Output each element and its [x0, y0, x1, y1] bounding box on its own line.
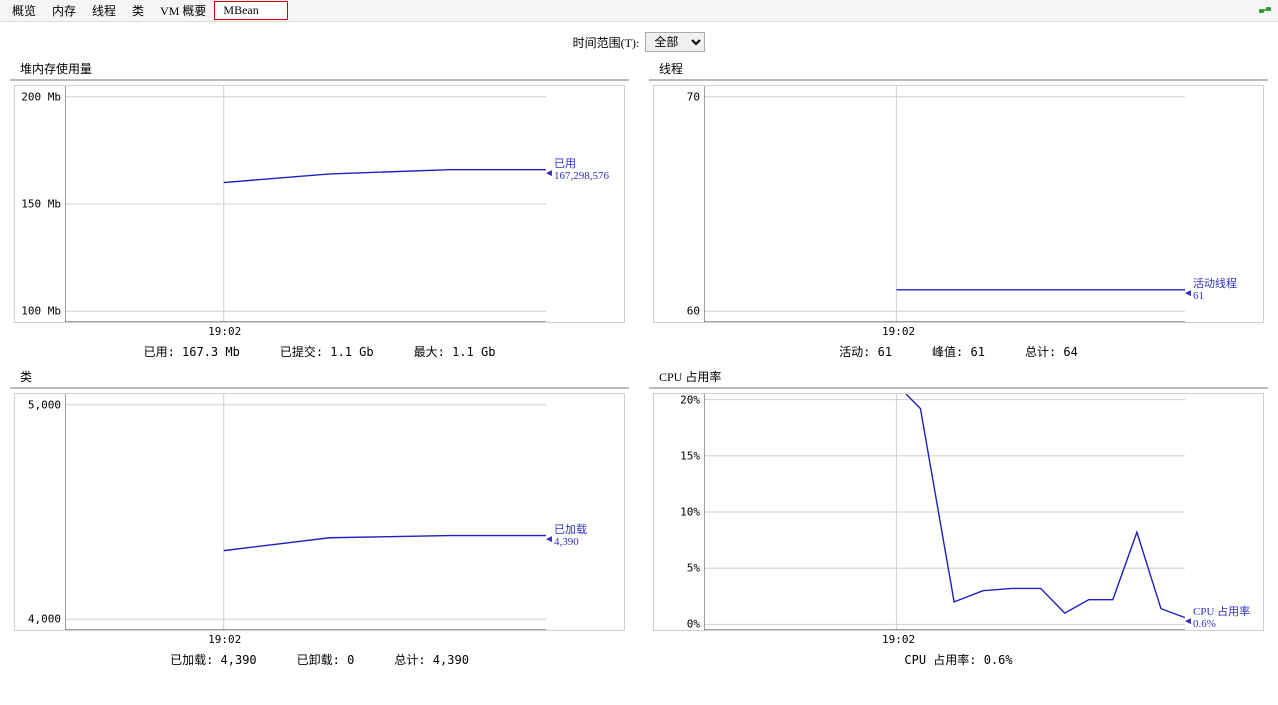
- y-tick: 150 Mb: [21, 198, 65, 211]
- classes-chart: 4,000 5,000 已加载4,390◄: [14, 393, 625, 631]
- classes-stats: 已加载: 4,390 已卸载: 0 总计: 4,390: [6, 645, 633, 670]
- y-tick: 70: [687, 90, 704, 103]
- y-tick: 5%: [687, 562, 704, 575]
- heap-panel: 堆内存使用量 100 Mb150 Mb200 Mb已用167,298,576◄ …: [6, 58, 633, 362]
- stat-item: 峰值: 61: [932, 343, 985, 360]
- stat-item: 已提交: 1.1 Gb: [280, 343, 374, 360]
- y-tick: 4,000: [28, 613, 65, 626]
- cpu-title: CPU 占用率: [645, 366, 1272, 387]
- stat-item: CPU 占用率: 0.6%: [904, 651, 1012, 668]
- y-tick: 100 Mb: [21, 305, 65, 318]
- tab-mbean[interactable]: MBean: [214, 1, 287, 20]
- stat-item: 已加载: 4,390: [170, 651, 257, 668]
- y-tick: 15%: [680, 449, 704, 462]
- y-tick: 0%: [687, 618, 704, 631]
- y-tick: 20%: [680, 393, 704, 406]
- threads-chart: 60 70 活动线程61◄: [653, 85, 1264, 323]
- cpu-chart: 0% 5% 10% 15% 20% CPU 占用率0.6%◄: [653, 393, 1264, 631]
- series-legend: 活动线程61◄: [1193, 278, 1237, 303]
- y-tick: 5,000: [28, 398, 65, 411]
- stat-item: 总计: 64: [1025, 343, 1078, 360]
- threads-xlabel: 19:02: [645, 323, 1272, 337]
- stat-item: 已用: 167.3 Mb: [144, 343, 240, 360]
- threads-stats: 活动: 61 峰值: 61 总计: 64: [645, 337, 1272, 362]
- heap-stats: 已用: 167.3 Mb 已提交: 1.1 Gb 最大: 1.1 Gb: [6, 337, 633, 362]
- connect-icon[interactable]: [1258, 3, 1272, 17]
- classes-panel: 类 4,000 5,000 已加载4,390◄ 19:02 已加载: 4,390 已卸…: [6, 366, 633, 670]
- timerange-label: 时间范围(T):: [573, 34, 640, 51]
- y-tick: 60: [687, 305, 704, 318]
- heap-xlabel: 19:02: [6, 323, 633, 337]
- cpu-panel: CPU 占用率 0%5%10%15%20%CPU 占用率0.6%◄ 19:02 …: [645, 366, 1272, 670]
- tab-bar: 概览 内存 线程 类 VM 概要 MBean: [0, 0, 1278, 22]
- classes-title: 类: [6, 366, 633, 387]
- series-legend: 已加载4,390◄: [554, 524, 587, 549]
- heap-title: 堆内存使用量: [6, 58, 633, 79]
- tab-memory[interactable]: 内存: [44, 0, 84, 21]
- threads-title: 线程: [645, 58, 1272, 79]
- stat-item: 活动: 61: [839, 343, 892, 360]
- stat-item: 总计: 4,390: [394, 651, 469, 668]
- cpu-stats: CPU 占用率: 0.6%: [645, 645, 1272, 670]
- stat-item: 已卸载: 0: [297, 651, 355, 668]
- classes-xlabel: 19:02: [6, 631, 633, 645]
- cpu-xlabel: 19:02: [645, 631, 1272, 645]
- overview-grid: 堆内存使用量 100 Mb150 Mb200 Mb已用167,298,576◄ …: [0, 58, 1278, 670]
- timerange-select[interactable]: 全部: [645, 32, 705, 52]
- tab-classes[interactable]: 类: [124, 0, 152, 21]
- timerange-control: 时间范围(T): 全部: [0, 22, 1278, 58]
- stat-item: 最大: 1.1 Gb: [414, 343, 496, 360]
- series-legend: 已用167,298,576◄: [554, 158, 609, 183]
- y-tick: 200 Mb: [21, 90, 65, 103]
- threads-panel: 线程 60 70 活动线程61◄ 19:02 活动: 61 峰值: 61 总计: 64: [645, 58, 1272, 362]
- series-legend: CPU 占用率0.6%◄: [1193, 606, 1250, 631]
- tab-threads[interactable]: 线程: [84, 0, 124, 21]
- heap-chart: 100 Mb 150 Mb 200 Mb 已用167,298,576◄: [14, 85, 625, 323]
- tab-vm-summary[interactable]: VM 概要: [152, 0, 214, 21]
- tab-overview[interactable]: 概览: [4, 0, 44, 21]
- y-tick: 10%: [680, 506, 704, 519]
